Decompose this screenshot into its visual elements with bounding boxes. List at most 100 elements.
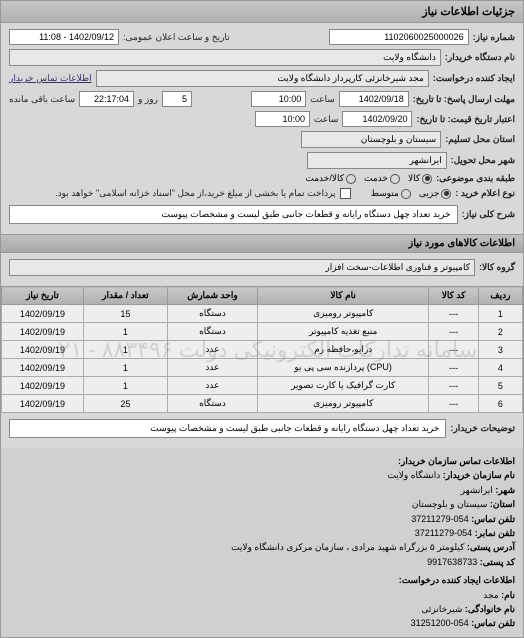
table-cell: (CPU) پردازنده سی پی یو — [257, 359, 428, 377]
req-no-label: شماره نیاز: — [473, 32, 515, 43]
table-cell: کارت گرافیک یا کارت تصویر — [257, 377, 428, 395]
table-cell: --- — [429, 305, 478, 323]
contact-province-label: استان: — [490, 499, 515, 509]
buyer-name-value: دانشگاه ولایت — [9, 49, 441, 66]
radio-medium[interactable]: متوسط — [371, 188, 411, 199]
table-cell: عدد — [167, 359, 257, 377]
table-cell: دستگاه — [167, 395, 257, 413]
contact-name-label: نام: — [501, 590, 515, 600]
need-title-value: خرید تعداد چهل دستگاه رایانه و قطعات جان… — [9, 205, 458, 224]
radio-medium-label: متوسط — [371, 188, 399, 199]
contact-phone2-label: تلفن تماس: — [471, 618, 515, 628]
table-cell: 1402/09/19 — [2, 395, 84, 413]
contact-phone: 054-37211279 — [411, 514, 468, 524]
contact-city-label: شهر: — [495, 485, 515, 495]
buyer-contact-link[interactable]: اطلاعات تماس خریدار — [9, 73, 92, 84]
table-cell: کامپیوتر رومیزی — [257, 395, 428, 413]
table-row: 1---کامپیوتر رومیزیدستگاه151402/09/19 — [2, 305, 523, 323]
table-header: تعداد / مقدار — [83, 287, 167, 305]
radio-goods-label: کالا — [408, 173, 420, 184]
group-value: کامپیوتر و فناوری اطلاعات-سخت افزار — [9, 259, 475, 276]
table-row: 2---منبع تغذیه کامپیوتردستگاه11402/09/19 — [2, 323, 523, 341]
contact-city: ایرانشهر — [461, 485, 493, 495]
table-row: 5---کارت گرافیک یا کارت تصویرعدد11402/09… — [2, 377, 523, 395]
purchase-type-label: نوع اعلام خرید : — [455, 188, 515, 199]
contact-fax: 054-37211279 — [415, 528, 472, 538]
creator-value: مجد شیرخانزئی کارپرداز دانشگاه ولایت — [96, 70, 429, 87]
req-no-value: 1102060025000026 — [329, 29, 469, 45]
table-cell: دستگاه — [167, 323, 257, 341]
radio-both[interactable]: کالا/خدمت — [305, 173, 356, 184]
table-cell: 1 — [478, 305, 522, 323]
table-cell: کامپیوتر رومیزی — [257, 305, 428, 323]
treasury-checkbox[interactable] — [340, 188, 351, 199]
remaining-time: 22:17:04 — [79, 91, 134, 107]
table-cell: دستگاه — [167, 305, 257, 323]
subject-group-label: طبقه بندی موضوعی: — [436, 173, 515, 184]
remaining-days: 5 — [162, 91, 192, 107]
remaining-suffix: ساعت باقی مانده — [9, 94, 75, 105]
table-cell: --- — [429, 377, 478, 395]
radio-goods[interactable]: کالا — [408, 173, 432, 184]
subject-radio-group: کالا خدمت کالا/خدمت — [305, 173, 432, 184]
org-name-label: نام سازمان خریدار: — [443, 470, 515, 480]
contact-family: شیرخانزئی — [421, 604, 462, 614]
contact-phone-label: تلفن تماس: — [471, 514, 515, 524]
table-header: کد کالا — [429, 287, 478, 305]
contact-postcode: 9917638733 — [427, 557, 477, 567]
radio-service[interactable]: خدمت — [364, 173, 400, 184]
table-cell: 1402/09/19 — [2, 377, 84, 395]
table-cell: 15 — [83, 305, 167, 323]
payment-note: پرداخت تمام یا بخشی از مبلغ خرید،از محل … — [55, 188, 335, 199]
contact-phone2: 054-31251200 — [411, 618, 469, 628]
table-cell: --- — [429, 395, 478, 413]
city-label: شهر محل تحویل: — [451, 155, 515, 166]
need-title-label: شرح کلی نیاز: — [462, 209, 515, 220]
table-cell: عدد — [167, 341, 257, 359]
city-value: ایرانشهر — [307, 152, 447, 169]
table-cell: منبع تغذیه کامپیوتر — [257, 323, 428, 341]
goods-table: ردیفکد کالانام کالاواحد شمارشتعداد / مقد… — [1, 286, 523, 413]
contact-address: کیلومتر ۵ بزرگراه شهید مرادی ، سازمان مر… — [231, 542, 464, 552]
table-cell: 6 — [478, 395, 522, 413]
table-cell: درایو،حافظه رم — [257, 341, 428, 359]
table-cell: 1 — [83, 341, 167, 359]
table-cell: --- — [429, 323, 478, 341]
deadline-time: 10:00 — [251, 91, 306, 107]
time-label-2: ساعت — [314, 114, 339, 125]
contact-section1-title: اطلاعات تماس سازمان خریدار: — [9, 454, 515, 468]
validity-time: 10:00 — [255, 111, 310, 127]
radio-small[interactable]: جزیی — [419, 188, 452, 199]
contact-province: سیستان و بلوچستان — [412, 499, 488, 509]
table-header: نام کالا — [257, 287, 428, 305]
validity-date: 1402/09/20 — [342, 111, 412, 127]
table-cell: 5 — [478, 377, 522, 395]
table-row: 3---درایو،حافظه رمعدد11402/09/19 — [2, 341, 523, 359]
day-and-label: روز و — [138, 94, 158, 105]
table-cell: 1402/09/19 — [2, 359, 84, 377]
table-cell: 4 — [478, 359, 522, 377]
table-cell: 25 — [83, 395, 167, 413]
table-cell: 1402/09/19 — [2, 305, 84, 323]
creator-label: ایجاد کننده درخواست: — [433, 73, 515, 84]
contact-section2-title: اطلاعات ایجاد کننده درخواست: — [9, 573, 515, 587]
group-label: گروه کالا: — [479, 262, 515, 273]
province-value: سیستان و بلوچستان — [301, 131, 441, 148]
table-cell: 1402/09/19 — [2, 323, 84, 341]
table-row: 4---(CPU) پردازنده سی پی یوعدد11402/09/1… — [2, 359, 523, 377]
radio-small-label: جزیی — [419, 188, 440, 199]
contact-name: مجد — [483, 590, 498, 600]
org-name: دانشگاه ولایت — [387, 470, 440, 480]
goods-section-header: اطلاعات کالاهای مورد نیاز — [1, 234, 523, 253]
table-cell: 1 — [83, 377, 167, 395]
deadline-date: 1402/09/18 — [339, 91, 409, 107]
contact-family-label: نام خانوادگی: — [465, 604, 515, 614]
radio-both-label: کالا/خدمت — [305, 173, 344, 184]
contact-address-label: آدرس پستی: — [467, 542, 515, 552]
announce-value: 1402/09/12 - 11:08 — [9, 29, 119, 45]
table-cell: 1 — [83, 359, 167, 377]
table-header: واحد شمارش — [167, 287, 257, 305]
purchase-radio-group: جزیی متوسط — [371, 188, 452, 199]
buyer-note-label: توضیحات خریدار: — [450, 423, 515, 434]
announce-label: تاریخ و ساعت اعلان عمومی: — [123, 32, 230, 43]
